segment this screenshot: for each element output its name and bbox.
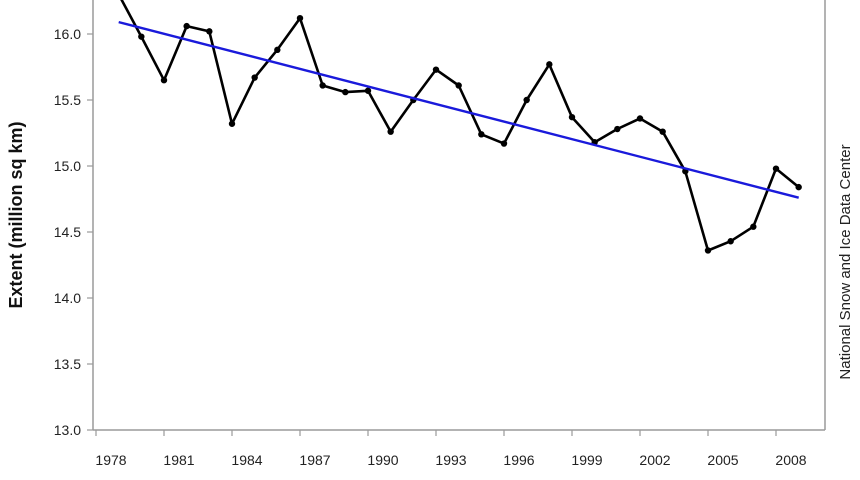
y-axis-label: Extent (million sq km): [6, 121, 26, 308]
x-tick-label: 1978: [95, 452, 126, 468]
y-tick-label: 14.0: [54, 290, 81, 306]
series-layer: [118, 0, 802, 254]
y-tick-label: 14.5: [54, 224, 81, 240]
x-tick-label: 1996: [503, 452, 534, 468]
data-point: [432, 66, 440, 73]
x-tick-label: 1987: [299, 452, 330, 468]
data-point: [387, 128, 394, 135]
x-tick-label: 1990: [367, 452, 398, 468]
data-point: [750, 223, 757, 230]
data-point: [704, 247, 712, 254]
data-point: [206, 28, 213, 35]
data-point: [614, 125, 621, 133]
credit-text: National Snow and Ice Data Center: [837, 144, 854, 379]
data-point: [659, 128, 666, 135]
data-point: [500, 140, 508, 147]
data-point: [342, 88, 349, 96]
data-point: [772, 165, 780, 172]
x-tick-label: 1984: [231, 452, 262, 468]
data-point: [160, 77, 168, 84]
data-point: [296, 14, 304, 22]
data-point: [274, 46, 281, 54]
data-point: [228, 120, 236, 127]
data-point: [636, 115, 644, 122]
y-tick-label: 16.0: [54, 26, 81, 42]
data-point: [364, 87, 372, 94]
x-tick-label: 2008: [775, 452, 806, 468]
data-point: [455, 82, 462, 89]
trend-line: [118, 20, 800, 199]
y-tick-group: 13.0 13.5 14.0 14.5 15.0 15.5 16.0: [54, 26, 93, 438]
y-tick-label: 13.5: [54, 356, 81, 372]
data-point: [523, 96, 530, 104]
x-tick-label: 1981: [163, 452, 194, 468]
data-point: [138, 33, 145, 40]
data-point: [183, 22, 190, 30]
data-point: [251, 74, 258, 81]
data-point: [568, 113, 576, 121]
data-point: [795, 183, 802, 191]
x-tick-label: 1999: [571, 452, 602, 468]
data-point: [319, 82, 326, 89]
x-tick-label: 1993: [435, 452, 466, 468]
x-tick-label: 2005: [707, 452, 738, 468]
extent-series-line: [120, 0, 800, 252]
x-tick-label: 2002: [639, 452, 670, 468]
y-tick-label: 13.0: [54, 422, 81, 438]
x-tick-group: 1978 1981 1984 1987 1990 1993 1996 1999 2002 2005…: [95, 430, 807, 468]
data-point: [546, 61, 553, 68]
y-tick-label: 15.0: [54, 158, 81, 174]
data-point: [478, 131, 485, 138]
y-tick-label: 15.5: [54, 92, 81, 108]
data-point: [727, 238, 734, 245]
